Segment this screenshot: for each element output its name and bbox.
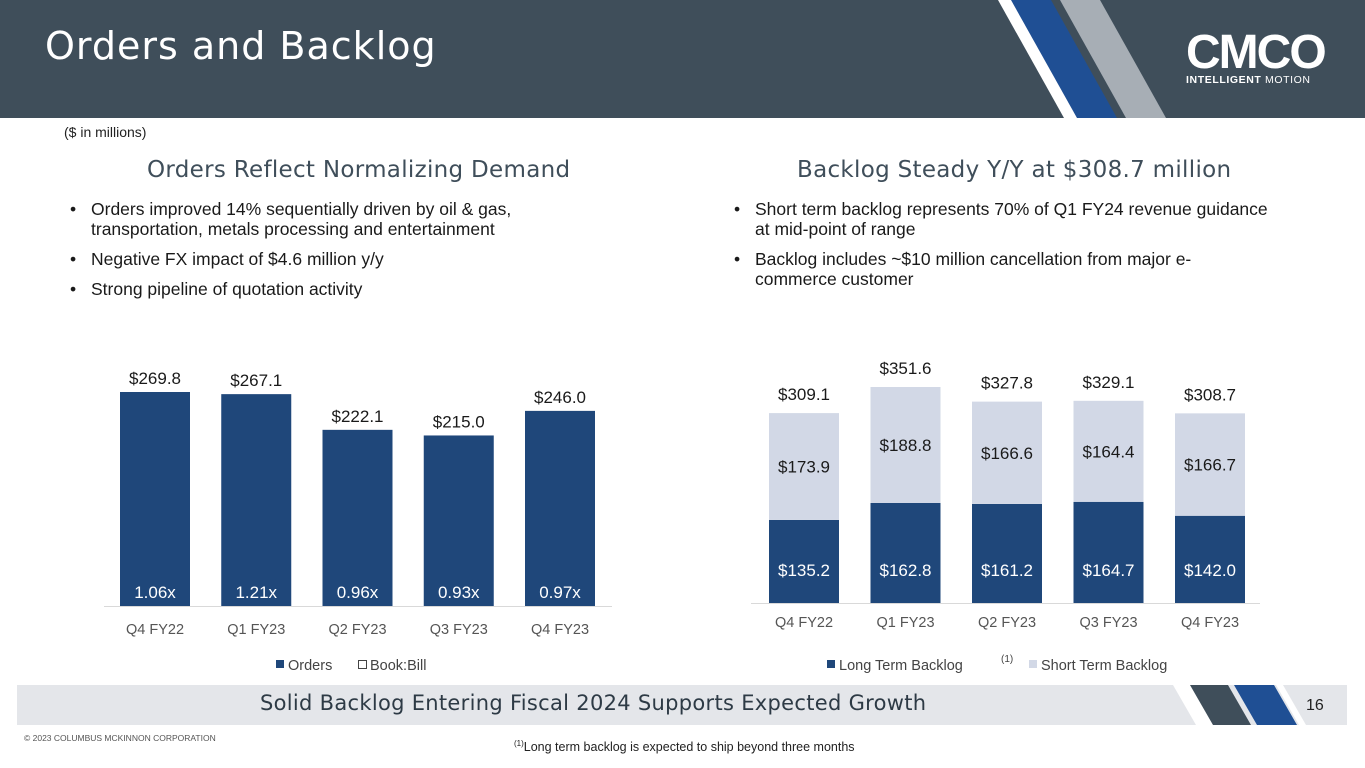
orders-bar bbox=[322, 429, 393, 606]
orders-value-label: $222.1 bbox=[332, 407, 384, 426]
legend-label-orders: Orders bbox=[288, 658, 332, 674]
backlog-bullets: Short term backlog represents 70% of Q1 … bbox=[728, 199, 1288, 299]
orders-x-tick: Q1 FY23 bbox=[227, 622, 285, 638]
orders-value-label: $246.0 bbox=[534, 388, 586, 407]
legend-label-book-bill: Book:Bill bbox=[370, 658, 426, 674]
backlog-total-label: $329.1 bbox=[1083, 373, 1135, 392]
long-term-value-label: $142.0 bbox=[1184, 561, 1236, 580]
long-term-backlog-bar bbox=[1175, 515, 1245, 603]
backlog-section-title: Backlog Steady Y/Y at $308.7 million bbox=[797, 157, 1232, 183]
orders-value-label: $215.0 bbox=[433, 412, 485, 431]
book-bill-label: 1.21x bbox=[235, 583, 277, 602]
page-title: Orders and Backlog bbox=[45, 24, 437, 68]
legend-swatch-orders bbox=[276, 660, 284, 668]
orders-bullets: Orders improved 14% sequentially driven … bbox=[64, 199, 624, 309]
backlog-total-label: $351.6 bbox=[880, 359, 932, 378]
long-term-backlog-bar bbox=[769, 519, 839, 603]
backlog-total-label: $309.1 bbox=[778, 385, 830, 404]
long-term-backlog-bar bbox=[870, 502, 941, 603]
charts-canvas: $269.8 1.06x Q4 FY22 $267.1 1.21x Q1 FY23 $222… bbox=[104, 359, 1260, 674]
short-term-value-label: $188.8 bbox=[880, 436, 932, 455]
book-bill-label: 1.06x bbox=[134, 583, 176, 602]
legend-swatch-short-term bbox=[1029, 660, 1037, 668]
short-term-backlog-bar bbox=[972, 401, 1042, 504]
backlog-x-tick: Q3 FY23 bbox=[1079, 615, 1137, 631]
units-note: ($ in millions) bbox=[64, 124, 147, 140]
short-term-value-label: $164.4 bbox=[1083, 442, 1135, 461]
orders-x-tick: Q2 FY23 bbox=[328, 622, 386, 638]
footnote-text: Long term backlog is expected to ship be… bbox=[523, 740, 855, 755]
legend-footnote-marker: (1) bbox=[1001, 654, 1013, 665]
orders-bullet: Strong pipeline of quotation activity bbox=[64, 279, 624, 299]
long-term-backlog-bar bbox=[1073, 501, 1144, 603]
book-bill-label: 0.96x bbox=[337, 583, 379, 602]
short-term-value-label: $166.7 bbox=[1184, 456, 1236, 475]
backlog-x-tick: Q4 FY22 bbox=[775, 615, 833, 631]
book-bill-label: 0.93x bbox=[438, 583, 480, 602]
copyright: © 2023 COLUMBUS MCKINNON CORPORATION bbox=[24, 733, 216, 743]
orders-bar bbox=[221, 394, 292, 606]
short-term-backlog-bar bbox=[870, 387, 941, 503]
long-term-value-label: $161.2 bbox=[981, 561, 1033, 580]
book-bill-label: 0.97x bbox=[539, 583, 581, 602]
page-number: 16 bbox=[1306, 697, 1324, 714]
footnote: (1)Long term backlog is expected to ship… bbox=[514, 739, 855, 754]
legend-swatch-book-bill bbox=[358, 660, 367, 669]
long-term-value-label: $164.7 bbox=[1083, 561, 1135, 580]
orders-x-tick: Q4 FY23 bbox=[531, 622, 589, 638]
orders-bar bbox=[120, 392, 190, 606]
orders-bar bbox=[423, 435, 494, 606]
legend-swatch-long-term bbox=[827, 660, 835, 668]
company-logo: CMCO bbox=[1186, 30, 1326, 70]
long-term-backlog-bar bbox=[972, 503, 1042, 603]
short-term-value-label: $166.6 bbox=[981, 444, 1033, 463]
header-banner: Orders and Backlog CMCO INTELLIGENT MOTI… bbox=[0, 0, 1365, 118]
logo-wordmark: CMCO bbox=[1186, 30, 1325, 70]
footer-headline: Solid Backlog Entering Fiscal 2024 Suppo… bbox=[260, 691, 927, 715]
orders-bar bbox=[525, 410, 595, 606]
short-term-backlog-bar bbox=[1073, 400, 1144, 502]
short-term-backlog-bar bbox=[1175, 413, 1245, 516]
orders-value-label: $267.1 bbox=[230, 371, 282, 390]
backlog-total-label: $308.7 bbox=[1184, 385, 1236, 404]
long-term-value-label: $162.8 bbox=[880, 561, 932, 580]
orders-value-label: $269.8 bbox=[129, 369, 181, 388]
long-term-value-label: $135.2 bbox=[778, 561, 830, 580]
legend-label-long-term: Long Term Backlog bbox=[839, 658, 963, 674]
orders-bullet: Negative FX impact of $4.6 million y/y bbox=[64, 249, 624, 269]
backlog-bullet: Short term backlog represents 70% of Q1 … bbox=[728, 199, 1288, 239]
decorative-stripes bbox=[998, 0, 1166, 118]
short-term-backlog-bar bbox=[769, 413, 839, 520]
logo-tagline: INTELLIGENT MOTION bbox=[1186, 74, 1311, 86]
backlog-bullet: Backlog includes ~$10 million cancellati… bbox=[728, 249, 1288, 289]
orders-section-title: Orders Reflect Normalizing Demand bbox=[147, 157, 571, 183]
orders-bullet: Orders improved 14% sequentially driven … bbox=[64, 199, 624, 239]
backlog-x-tick: Q1 FY23 bbox=[876, 615, 934, 631]
footnote-marker: (1) bbox=[514, 739, 524, 748]
legend-label-short-term: Short Term Backlog bbox=[1041, 658, 1167, 674]
orders-x-tick: Q4 FY22 bbox=[126, 622, 184, 638]
orders-x-tick: Q3 FY23 bbox=[430, 622, 488, 638]
backlog-x-tick: Q4 FY23 bbox=[1181, 615, 1239, 631]
backlog-total-label: $327.8 bbox=[981, 374, 1033, 393]
backlog-x-tick: Q2 FY23 bbox=[978, 615, 1036, 631]
short-term-value-label: $173.9 bbox=[778, 458, 830, 477]
